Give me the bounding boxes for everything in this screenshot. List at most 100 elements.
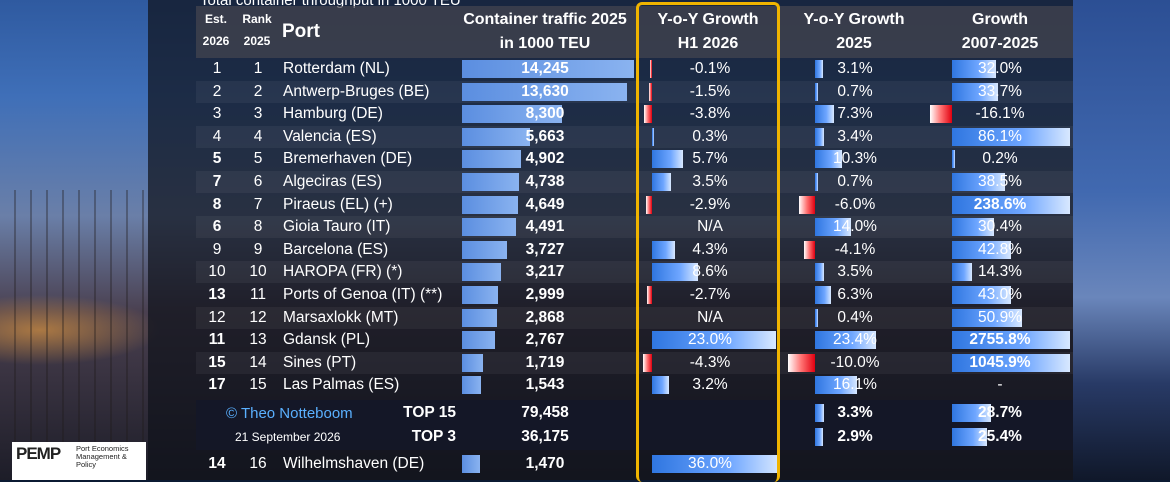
cell-port: Las Palmas (ES) [283,376,400,394]
cell-traffic: 4,902 [525,150,565,168]
cell-traffic: 3,727 [525,240,565,258]
h1-growth-bar [652,127,654,146]
h1-growth-bar [652,455,780,473]
table-row-stripe [196,80,1073,103]
cell-port: Gioia Tauro (IT) [283,218,391,236]
growth-2007-bar [952,150,955,169]
yoy-growth-bar [815,127,824,146]
traffic-bar [462,105,563,124]
cell-h1-growth: 36.0% [688,455,732,472]
credit-text: © Theo Notteboom [226,405,353,422]
yoy-growth-bar [798,195,815,214]
total-traffic: 36,175 [521,428,569,445]
header-h1-growth: Y-o-Y Growth H1 2026 [657,11,759,52]
cell-est: 9 [212,240,222,258]
cell-growth-2007: 33.7% [978,82,1022,100]
cell-h1-growth: -2.9% [689,195,731,213]
header-port: Port [282,21,320,42]
total-yoy: 3.3% [837,404,873,421]
yoy-growth-bar [803,240,815,259]
traffic-bar [462,376,481,395]
yoy-growth-bar [788,353,815,372]
cell-traffic: 14,245 [521,60,569,77]
h1-growth-bar [652,173,671,191]
cell-h1-growth: -4.3% [689,353,731,371]
cell-growth-2007: 32.0% [978,60,1022,77]
yoy-growth-bar [815,263,825,282]
h1-growth-bar [652,263,699,282]
cell-growth-2007: 43.0% [978,286,1022,303]
cell-est: 14 [208,455,226,472]
cell-h1-growth: 23.0% [688,331,732,349]
cell-yoy-growth: 16.1% [833,376,877,394]
cell-est: 4 [212,127,222,145]
cell-rank: 11 [249,286,267,303]
cell-port: Piraeus (EL) (+) [283,195,393,213]
cell-port: Hamburg (DE) [283,105,383,123]
cell-yoy-growth: 10.3% [833,150,877,168]
cell-h1-growth: -0.1% [689,60,731,77]
table-row-stripe [196,261,1073,284]
cell-port: Marsaxlokk (MT) [283,308,399,326]
traffic-bar [462,455,480,473]
cell-yoy-growth: 6.3% [837,286,873,303]
cell-growth-2007: 50.9% [978,308,1022,326]
traffic-bar [462,263,501,282]
cell-port: Barcelona (ES) [283,240,389,258]
cell-traffic: 2,999 [525,286,565,303]
cell-rank: 3 [253,105,263,123]
cell-rank: 12 [249,308,267,326]
h1-growth-bar [649,82,652,101]
cell-rank: 7 [253,195,263,213]
h1-growth-bar [652,240,676,259]
total-growth-bar [952,404,992,422]
pemp-subtitle: Port Economics Management & Policy [76,444,129,469]
cell-rank: 6 [253,173,263,190]
cell-yoy-growth: -4.1% [834,240,876,258]
traffic-bar [462,331,496,350]
cell-est: 15 [208,353,226,371]
growth-2007-bar [952,308,1022,327]
cell-growth-2007: 1045.9% [969,353,1031,371]
background-skyline [1073,0,1170,480]
cell-growth-2007: 42.8% [978,240,1022,258]
cell-yoy-growth: 0.7% [837,173,873,190]
h1-growth-bar [652,150,683,169]
cell-port: Rotterdam (NL) [283,60,390,77]
table-row-stripe [196,125,1073,148]
cell-port: Valencia (ES) [283,127,377,145]
h1-growth-bar [652,331,777,350]
cell-traffic: 2,767 [525,331,565,349]
cell-yoy-growth: 3.5% [837,263,873,281]
cell-traffic: 4,738 [525,173,565,190]
yoy-growth-bar [815,60,824,78]
pemp-logo: PEMP Port Economics Management & Policy [12,442,146,480]
cell-growth-2007: 2755.8% [969,331,1031,349]
header-yoy-growth: Y-o-Y Growth 2025 [803,11,905,52]
cell-port: Bremerhaven (DE) [283,150,413,168]
cell-est: 5 [212,150,222,168]
cell-est: 7 [212,173,222,190]
cell-traffic: 2,868 [525,308,565,326]
cell-yoy-growth: 14.0% [833,218,877,236]
total-growth: 28.7% [978,404,1022,421]
cell-rank: 4 [253,127,263,145]
cell-h1-growth: 4.3% [692,240,728,258]
growth-2007-bar [952,173,1005,191]
traffic-bar [462,218,517,237]
cell-yoy-growth: 23.4% [833,331,877,349]
pemp-acronym: PEMP [16,444,61,463]
yoy-growth-bar [815,173,818,191]
yoy-growth-bar [815,150,842,169]
h1-growth-bar [646,286,652,304]
cell-rank: 1 [253,60,263,77]
cell-yoy-growth: 0.7% [837,82,873,100]
traffic-bar [462,82,627,101]
cell-traffic: 1,470 [525,455,565,472]
total-yoy: 2.9% [837,428,873,445]
growth-2007-bar [952,195,1070,214]
cell-yoy-growth: 0.4% [837,308,873,326]
table-row-stripe [196,351,1073,374]
cell-est: 6 [212,218,222,236]
cell-est: 1 [212,60,222,77]
